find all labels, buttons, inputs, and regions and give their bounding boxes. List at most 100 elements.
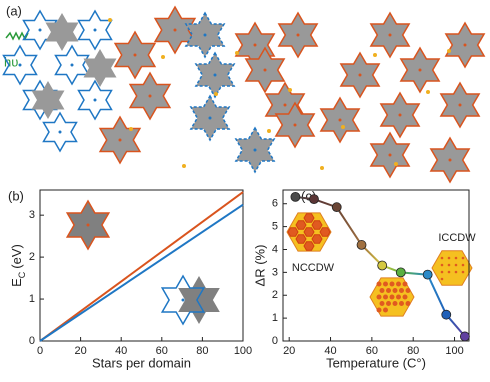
star (77, 79, 113, 121)
phase-icon (311, 234, 323, 244)
star-center (173, 28, 177, 32)
phase-icon (287, 227, 299, 237)
data-point (290, 191, 301, 202)
y-axis-label-unit: (eV) (9, 244, 24, 269)
data-point (459, 331, 470, 342)
dot (267, 129, 271, 133)
dot (394, 162, 398, 166)
data-point (422, 269, 433, 280)
phase-icon-dot (389, 281, 395, 287)
star-center (213, 73, 217, 77)
x-axis-label: Temperature (C°) (326, 355, 426, 370)
star (22, 9, 58, 51)
phase-icon-dot (440, 277, 444, 281)
data-point (377, 260, 388, 271)
annotation: ICCDW (438, 232, 476, 244)
x-axis-label: Stars per domain (92, 355, 191, 370)
star-center (448, 158, 452, 162)
star-center (338, 118, 342, 122)
star (54, 44, 90, 86)
phase-icon (303, 213, 315, 223)
phase-icon-dot (447, 256, 451, 260)
star-center (398, 113, 402, 117)
phase-icon (303, 241, 315, 251)
phase-icon (295, 220, 307, 230)
phase-icon-dot (379, 288, 385, 293)
phase-icon-dot (389, 294, 395, 300)
phase-icon-dot (386, 301, 391, 306)
star (160, 274, 206, 326)
phase-icon-dot (383, 294, 388, 300)
star-center (208, 116, 212, 120)
y-tick-label: 0 (272, 335, 278, 347)
star-center (93, 98, 97, 102)
star (31, 81, 65, 119)
phase-icon-dot (461, 270, 465, 274)
series-line (39, 191, 244, 342)
star-center (58, 130, 62, 134)
phase-icon-dot (376, 281, 382, 287)
star-center (458, 103, 462, 107)
x-tick-label: 60 (156, 345, 168, 357)
x-tick-label: 20 (283, 345, 295, 357)
phase-icon-dot (440, 256, 444, 260)
phase-icon-dot (379, 301, 385, 306)
y-tick-label: 1 (272, 312, 278, 324)
dot (214, 92, 218, 96)
phase-icon (319, 227, 331, 237)
x-tick-label: 100 (445, 345, 463, 357)
phase-icon-dot (454, 263, 458, 267)
star-center (263, 68, 267, 72)
x-tick-label: 40 (324, 345, 336, 357)
phase-icon-dot (402, 294, 408, 300)
star-center (293, 123, 297, 127)
y-tick-label: 4 (272, 243, 278, 255)
phase-icon-dot (376, 294, 382, 300)
x-tick-label: 60 (366, 345, 378, 357)
dot (108, 18, 112, 22)
star-center (283, 103, 287, 107)
star-center (93, 28, 97, 32)
data-point (395, 267, 406, 278)
x-tick-label: 40 (115, 345, 127, 357)
dot (341, 125, 345, 129)
phase-icon-dot (405, 288, 411, 293)
y-axis-label: ΔR (%) (252, 245, 267, 287)
star (45, 13, 79, 51)
phase-icon-dot (396, 294, 401, 300)
star-center (253, 43, 257, 47)
x-tick-label: 20 (74, 345, 86, 357)
dot (161, 55, 165, 59)
panel-label: (b) (8, 188, 24, 203)
y-tick-label: 5 (272, 221, 278, 233)
phase-icon-dot (383, 281, 388, 287)
phase-icon (303, 227, 315, 237)
x-tick-label: 80 (196, 345, 208, 357)
star-center (133, 53, 137, 57)
star-center (181, 298, 185, 302)
dot (288, 88, 292, 92)
y-tick-label: 2 (272, 289, 278, 301)
phase-icon (311, 220, 323, 230)
y-tick-label: 2 (29, 251, 35, 263)
star (83, 49, 117, 87)
star-center (253, 148, 257, 152)
data-point (309, 194, 319, 205)
phase-icon-dot (447, 263, 451, 267)
star (42, 111, 78, 153)
phase-icon-dot (447, 270, 451, 274)
y-tick-label: 3 (272, 266, 278, 278)
photon-label: hυ (4, 54, 18, 69)
series-line (39, 203, 244, 342)
y-axis-label-sub: C (17, 271, 27, 278)
star-center (203, 33, 207, 37)
x-tick-label: 0 (37, 345, 43, 357)
data-point (441, 309, 452, 320)
phase-icon-dot (454, 256, 458, 260)
dot (129, 127, 133, 131)
star (178, 276, 220, 324)
phase-icon (431, 250, 473, 286)
panel-label: (a) (6, 3, 22, 18)
